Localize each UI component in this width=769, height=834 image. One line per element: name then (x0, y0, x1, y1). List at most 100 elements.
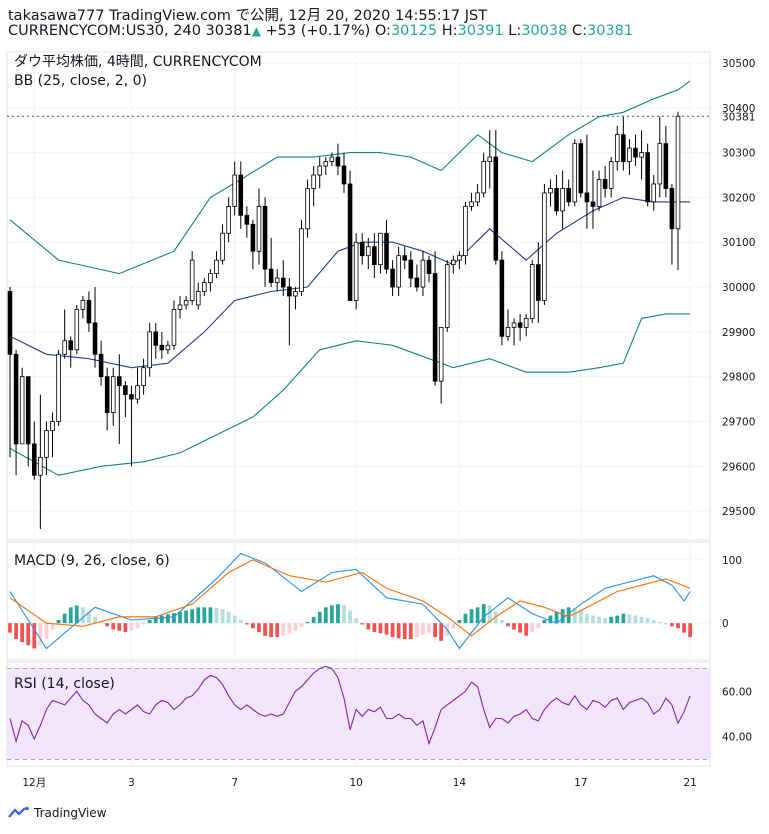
candle (68, 336, 74, 368)
candle (505, 309, 511, 341)
candle (250, 219, 256, 270)
macd-histogram-bar (663, 623, 668, 625)
candle-body-up (226, 205, 231, 234)
close-value: 30381 (586, 23, 634, 39)
candle-body-up (444, 264, 450, 328)
macd-histogram-bar (74, 605, 79, 624)
macd-histogram-bar (615, 615, 620, 624)
candle (499, 251, 505, 346)
candle-body-down (590, 201, 596, 207)
open-value: 30125 (390, 23, 438, 39)
macd-histogram-bar (572, 607, 577, 624)
macd-histogram-bar (172, 613, 176, 624)
candle (511, 318, 517, 346)
macd-histogram-bar (111, 623, 116, 630)
macd-histogram-bar (117, 623, 122, 631)
price-panel[interactable] (6, 51, 711, 541)
candle-body-down (384, 232, 389, 270)
candle-body-up (378, 232, 383, 266)
candle (457, 251, 462, 270)
candle-body-up (511, 322, 517, 328)
candle (104, 367, 110, 431)
candle (92, 287, 98, 368)
macd-histogram-bar (323, 607, 328, 624)
candle-body-up (366, 246, 371, 257)
candle-body-down (517, 322, 523, 328)
macd-histogram-bar (293, 623, 298, 631)
macd-histogram-bar (676, 623, 680, 629)
candle (359, 233, 365, 265)
macd-histogram-bar (159, 615, 164, 624)
candle (669, 183, 675, 265)
candle-body-down (566, 188, 571, 203)
time-tick-label: 17 (574, 777, 587, 789)
macd-histogram-bar (348, 610, 352, 624)
macd-histogram-bar (14, 623, 18, 639)
candle (38, 394, 43, 530)
candle (663, 125, 669, 198)
candle-body-up (596, 179, 602, 207)
candle (633, 134, 638, 167)
candle (195, 282, 201, 310)
macd-histogram-bar (651, 620, 656, 624)
macd-histogram-bar (457, 620, 462, 624)
macd-histogram-bar (317, 611, 322, 624)
macd-histogram-bar (366, 623, 371, 630)
bb-indicator-label: BB (25, close, 2, 0) (14, 73, 147, 89)
macd-histogram-bar (87, 611, 91, 624)
macd-histogram-bar (372, 623, 377, 633)
candle-body-up (627, 147, 632, 162)
price-tick-label: 29900 (722, 327, 755, 339)
candle (432, 251, 438, 386)
candle (214, 251, 219, 279)
candle-body-up (463, 205, 468, 257)
candle-body-down (578, 143, 584, 194)
price-tick-label: 29500 (722, 506, 755, 518)
candle (13, 349, 19, 476)
macd-histogram-bar (530, 623, 535, 633)
candle (675, 111, 681, 271)
candle-body-up (329, 156, 335, 162)
macd-histogram-bar (566, 607, 571, 624)
candle-body-up (560, 188, 565, 212)
candle-body-down (584, 192, 590, 203)
chart-area[interactable]: 3050030400303813030030200301003000029900… (0, 44, 769, 800)
candle-body-up (299, 228, 304, 292)
candle (451, 255, 456, 274)
candle (651, 175, 656, 211)
macd-histogram-bar (414, 623, 419, 638)
candle-body-up (305, 188, 310, 230)
candle-body-down (32, 443, 37, 476)
candle (274, 269, 280, 292)
candle (202, 278, 207, 296)
candle-body-up (420, 259, 426, 288)
tradingview-logo-icon (8, 806, 29, 818)
macd-series (8, 552, 693, 650)
price-tick-label: 29600 (722, 461, 755, 473)
candle (384, 219, 389, 274)
up-arrow-icon: ▲ (251, 24, 261, 38)
macd-histogram-bar (597, 616, 601, 624)
macd-histogram-bar (232, 615, 237, 624)
candle (183, 296, 189, 310)
macd-histogram-bar (639, 616, 644, 624)
macd-histogram-bar (56, 620, 61, 624)
candle (50, 412, 55, 458)
candle-body-up (214, 259, 219, 274)
candle-body-up (141, 367, 146, 387)
macd-histogram-bar (421, 623, 425, 635)
macd-histogram-bar (384, 623, 389, 635)
candle-body-down (408, 259, 414, 279)
candle (141, 358, 146, 395)
candle (123, 381, 128, 417)
macd-histogram-bar (190, 609, 195, 624)
macd-panel[interactable] (6, 541, 711, 661)
candle-body-up (274, 277, 280, 283)
candle-body-up (608, 161, 614, 189)
macd-histogram-bar (475, 607, 480, 624)
footer-brand[interactable]: TradingView (8, 806, 107, 820)
macd-histogram-bar (20, 623, 25, 643)
macd-histogram-bar (360, 623, 365, 625)
macd-histogram-bar (93, 616, 97, 624)
